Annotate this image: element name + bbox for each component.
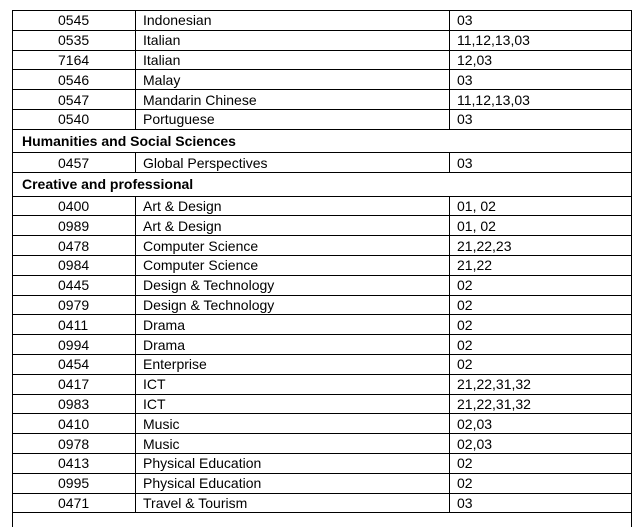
components-cell: 11,12,13,03 (457, 32, 530, 49)
components-cell: 03 (457, 111, 473, 128)
table-row: 7164 Italian 12,03 (13, 50, 631, 71)
table-row: 0413 Physical Education 02 (13, 453, 631, 474)
table-row: 0978 Music 02,03 (13, 434, 631, 454)
subject-name-cell: Portuguese (136, 109, 450, 129)
section-heading: Humanities and Social Sciences (13, 130, 631, 154)
syllabus-code-cell: 0535 (13, 30, 136, 50)
syllabus-code-cell: 0445 (13, 275, 136, 295)
components-cell: 02 (457, 316, 473, 333)
subject-name-cell: Enterprise (136, 354, 450, 374)
subject-name-cell: Drama (136, 315, 450, 335)
subject-name-cell: Global Perspectives (136, 153, 450, 173)
components-cell: 21,22,23 (457, 237, 512, 254)
components-cell: 12,03 (457, 51, 493, 68)
syllabus-code-cell: 0989 (13, 216, 136, 236)
table-row: 0471 Travel & Tourism 03 (13, 493, 631, 514)
subject-name-cell: Computer Science (136, 236, 450, 255)
section-heading: Creative and professional (13, 173, 631, 197)
table-row: 0995 Physical Education 02 (13, 473, 631, 494)
components-cell: 03 (457, 71, 473, 88)
components-cell: 02 (457, 296, 473, 313)
table-row: 0454 Enterprise 02 (13, 354, 631, 375)
subject-name-cell: Art & Design (136, 196, 450, 216)
table-row: 0457 Global Perspectives 03 (13, 153, 631, 174)
table-row: 0535 Italian 11,12,13,03 (13, 30, 631, 51)
syllabus-code-cell: 0983 (13, 394, 136, 414)
syllabus-table: 0545 Indonesian 03 0535 Italian 11,12,13,03 71… (12, 10, 632, 527)
table-row: 0478 Computer Science 21,22,23 (13, 236, 631, 256)
syllabus-code-cell: 0457 (13, 153, 136, 173)
components-cell: 21,22,31,32 (457, 376, 531, 393)
components-cell: 01, 02 (457, 197, 496, 214)
subject-name-cell: Computer Science (136, 255, 450, 275)
syllabus-code-cell: 7164 (13, 50, 136, 70)
syllabus-code-cell: 0984 (13, 255, 136, 275)
syllabus-code-cell: 0546 (13, 70, 136, 90)
table-row: 0400 Art & Design 01, 02 (13, 196, 631, 217)
syllabus-code-cell: 0545 (13, 11, 136, 30)
table-row: 0983 ICT 21,22,31,32 (13, 394, 631, 415)
table-row: 0540 Portuguese 03 (13, 109, 631, 130)
syllabus-code-cell: 0413 (13, 453, 136, 473)
subject-name-cell: Music (136, 414, 450, 434)
components-cell: 02 (457, 356, 473, 373)
subject-name-cell: Mandarin Chinese (136, 90, 450, 109)
table-row: 0545 Indonesian 03 (13, 11, 631, 31)
table-row: 0410 Music 02,03 (13, 414, 631, 435)
syllabus-code-cell: 0540 (13, 109, 136, 129)
table-row: 0445 Design & Technology 02 (13, 275, 631, 296)
subject-name-cell: Travel & Tourism (136, 493, 450, 513)
components-cell: 02 (457, 455, 473, 472)
subject-name-cell: Physical Education (136, 473, 450, 493)
components-cell: 03 (457, 12, 473, 29)
components-cell: 02,03 (457, 415, 493, 432)
components-cell: 11,12,13,03 (457, 91, 530, 108)
subject-name-cell: Drama (136, 335, 450, 354)
table-row: 0547 Mandarin Chinese 11,12,13,03 (13, 90, 631, 110)
components-cell: 21,22 (457, 257, 493, 274)
components-cell: 02 (457, 336, 473, 353)
syllabus-code-cell: 0411 (13, 315, 136, 335)
subject-name-cell: ICT (136, 394, 450, 414)
subject-name-cell: Design & Technology (136, 275, 450, 295)
table-row: 0546 Malay 03 (13, 70, 631, 91)
components-cell: 03 (457, 154, 473, 171)
table-row: 0411 Drama 02 (13, 315, 631, 336)
subject-name-cell: ICT (136, 374, 450, 394)
syllabus-code-cell: 0410 (13, 414, 136, 434)
syllabus-code-cell: 0478 (13, 236, 136, 255)
syllabus-code-cell: 0978 (13, 434, 136, 453)
table-row: 0417 ICT 21,22,31,32 (13, 374, 631, 395)
components-cell: 02,03 (457, 435, 493, 452)
syllabus-code-cell: 0471 (13, 493, 136, 513)
syllabus-code-cell: 0400 (13, 196, 136, 216)
syllabus-code-cell: 0995 (13, 473, 136, 493)
syllabus-code-cell: 0979 (13, 295, 136, 315)
subject-name-cell: Italian (136, 50, 450, 70)
components-cell: 02 (457, 277, 473, 294)
subject-name-cell: Design & Technology (136, 295, 450, 315)
syllabus-code-cell: 0454 (13, 354, 136, 374)
table-row: 0979 Design & Technology 02 (13, 295, 631, 316)
subject-name-cell: Malay (136, 70, 450, 90)
subject-name-cell: Music (136, 434, 450, 453)
table-row: 0989 Art & Design 01, 02 (13, 216, 631, 237)
syllabus-code-cell: 0547 (13, 90, 136, 109)
components-cell: 02 (457, 475, 473, 492)
table-row: 0994 Drama 02 (13, 335, 631, 355)
components-cell: 03 (457, 494, 473, 511)
components-cell: 21,22,31,32 (457, 395, 531, 412)
subject-name-cell: Italian (136, 30, 450, 50)
subject-name-cell: Art & Design (136, 216, 450, 236)
syllabus-code-cell: 0994 (13, 335, 136, 354)
subject-name-cell: Indonesian (136, 11, 450, 30)
table-row: 0984 Computer Science 21,22 (13, 255, 631, 276)
components-cell: 01, 02 (457, 217, 496, 234)
subject-name-cell: Physical Education (136, 453, 450, 473)
syllabus-code-cell: 0417 (13, 374, 136, 394)
